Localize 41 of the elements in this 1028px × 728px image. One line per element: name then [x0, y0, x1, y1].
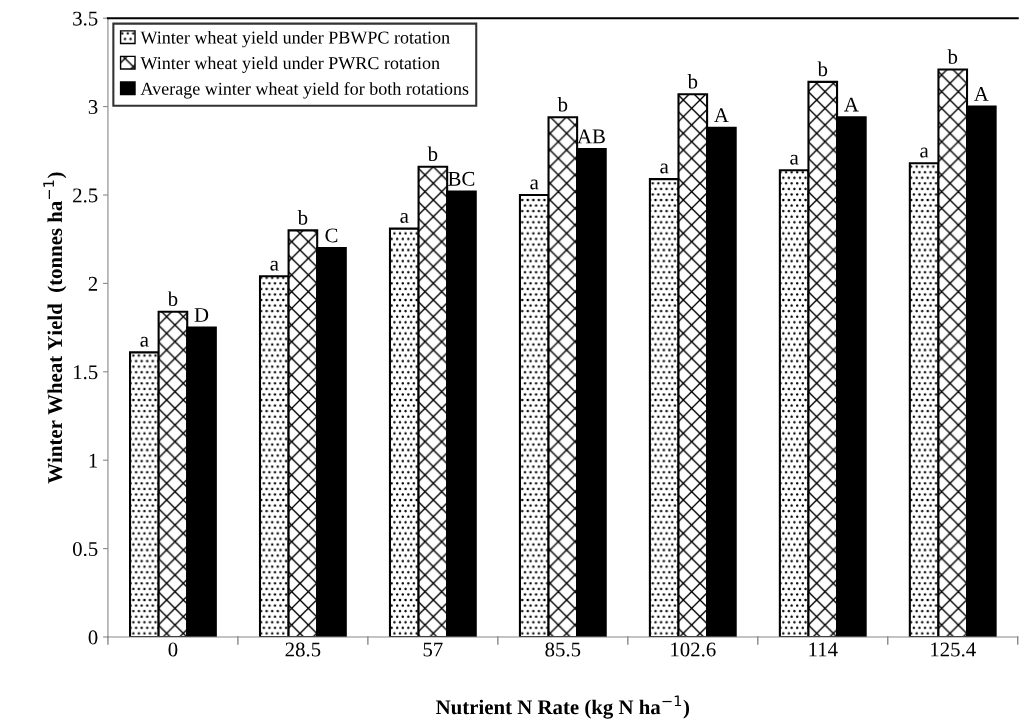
y-tick-label: 2 [88, 276, 98, 291]
data-label: A [844, 97, 859, 112]
x-tick-label: 57 [423, 642, 443, 657]
data-label: b [817, 61, 828, 77]
y-tick-label: 0.5 [72, 541, 98, 557]
data-label: C [325, 228, 338, 243]
legend-label: Winter wheat yield under PWRC rotation [140, 56, 440, 73]
data-label: AB [577, 129, 605, 144]
data-label: a [270, 260, 279, 271]
y-tick-label: 3 [88, 100, 98, 115]
x-tick-label: 28.5 [285, 642, 321, 657]
x-axis-title: Nutrient N Rate (kg N ha$^{−1}$) [436, 695, 690, 719]
data-label: b [687, 73, 698, 89]
data-label: b [557, 96, 568, 112]
data-label: a [530, 179, 539, 190]
data-label: a [660, 163, 669, 174]
x-tick-label: 85.5 [545, 642, 581, 657]
data-label: b [427, 146, 438, 162]
x-tick-label: 114 [809, 642, 838, 657]
data-label: a [790, 154, 799, 165]
data-label: a [920, 147, 929, 158]
x-tick-label: 125.4 [931, 642, 976, 657]
data-label: a [140, 336, 149, 347]
y-tick-label: 3.5 [73, 11, 98, 26]
data-label: BC [448, 171, 475, 186]
x-tick-label: 102.6 [671, 642, 716, 657]
y-tick-label: 0 [88, 630, 98, 645]
data-label: b [297, 210, 308, 225]
data-label: D [194, 308, 209, 322]
legend-label: Average winter wheat yield for both rotations [140, 81, 469, 99]
data-label: A [714, 108, 729, 122]
y-axis-title: Winter Wheat Yield (tonnes ha$^{−1}$) [43, 172, 67, 484]
data-label: A [974, 87, 989, 101]
y-tick-label: 1 [89, 453, 97, 468]
y-tick-label: 2.5 [73, 188, 98, 203]
data-label: b [947, 49, 958, 64]
legend-label: Winter wheat yield under PBWPC rotation [140, 30, 450, 48]
x-tick-label: 0 [168, 642, 178, 657]
data-label: a [400, 212, 409, 223]
data-label: b [167, 291, 178, 307]
y-tick-label: 1.5 [74, 365, 98, 380]
